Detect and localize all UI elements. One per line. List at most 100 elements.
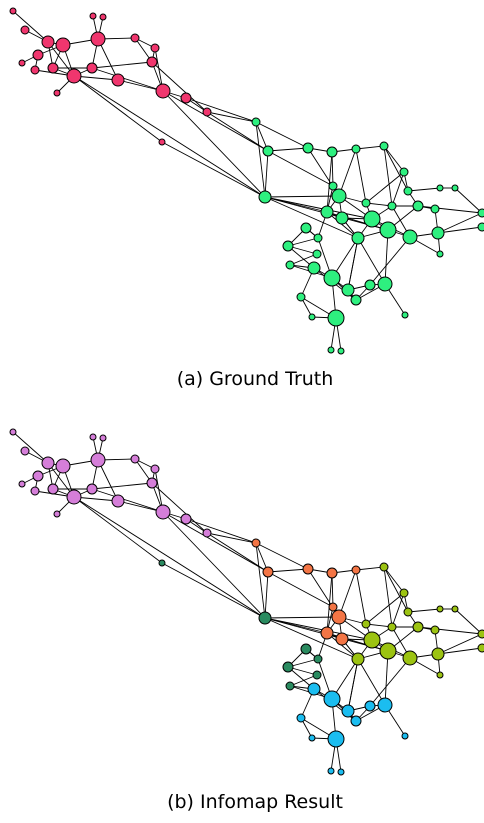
network-node-teal [158, 559, 166, 567]
network-edge [407, 608, 441, 613]
network-edge [185, 97, 257, 123]
network-node-cyan [377, 697, 393, 713]
network-edge [73, 75, 266, 198]
network-edge [97, 459, 119, 502]
network-node-violet [9, 428, 17, 436]
network-node-green [431, 226, 445, 240]
network-node-green [379, 141, 389, 151]
network-edge [162, 90, 269, 152]
network-node-teal [313, 654, 323, 664]
network-node-green [477, 222, 484, 232]
network-edge [383, 145, 393, 207]
network-node-green [350, 294, 362, 306]
network-node-violet [90, 452, 106, 468]
network-node-violet [55, 458, 71, 474]
network-node-green [282, 240, 294, 252]
network-edge [383, 566, 405, 594]
network-node-olive [431, 647, 445, 661]
network-node-green [436, 184, 444, 192]
network-node-orange [262, 566, 274, 578]
network-edge [264, 195, 340, 198]
network-node-cyan [307, 682, 321, 696]
network-node-olive [379, 642, 397, 660]
network-edge [267, 568, 309, 573]
network-node-green [451, 184, 459, 192]
network-node-violet [89, 433, 97, 441]
network-edge [255, 542, 309, 570]
network-node-pink [18, 59, 26, 67]
network-node-green [412, 200, 424, 212]
network-edge [264, 617, 359, 660]
panel-a-nodes [9, 7, 484, 355]
network-edge [264, 617, 373, 641]
network-edge [437, 647, 483, 655]
panel-b-edges [12, 431, 483, 773]
network-edge [338, 569, 357, 618]
network-edge [357, 658, 386, 706]
network-node-cyan [341, 704, 355, 718]
network-node-olive [477, 643, 484, 653]
network-node-pink [99, 13, 107, 21]
network-edge [357, 237, 386, 285]
network-edge [255, 121, 309, 149]
network-node-orange [251, 538, 261, 548]
network-node-orange [326, 567, 338, 579]
network-edge [384, 650, 389, 706]
network-node-violet [32, 470, 44, 482]
network-node-pink [158, 138, 166, 146]
network-edge [267, 571, 334, 608]
network-node-teal [312, 670, 322, 680]
network-node-green [399, 167, 409, 177]
network-edge [91, 482, 153, 490]
network-edge [206, 111, 269, 152]
network-node-green [296, 292, 306, 302]
network-node-pink [155, 83, 171, 99]
network-node-pink [20, 25, 30, 35]
network-edge [454, 187, 483, 214]
network-node-pink [9, 7, 17, 15]
network-node-pink [66, 68, 82, 84]
network-node-pink [150, 43, 160, 53]
network-edge [12, 10, 49, 43]
network-node-pink [202, 107, 212, 117]
network-node-violet [20, 446, 30, 456]
network-edge [365, 171, 405, 204]
network-node-violet [150, 464, 160, 474]
network-edge [206, 532, 257, 544]
network-node-green [312, 249, 322, 259]
network-node-orange [351, 565, 361, 575]
network-node-green [331, 188, 347, 204]
network-node-violet [111, 494, 125, 508]
network-edge [326, 632, 359, 660]
network-node-green [262, 145, 274, 157]
network-edge [151, 61, 208, 113]
network-node-pink [53, 89, 61, 97]
network-node-green [477, 208, 484, 218]
network-node-cyan [308, 734, 316, 742]
network-node-pink [89, 12, 97, 20]
network-node-green [302, 142, 314, 154]
network-edge [331, 572, 334, 608]
network-node-orange [331, 609, 347, 625]
network-node-olive [399, 588, 409, 598]
network-node-pink [86, 62, 98, 74]
network-node-violet [53, 510, 61, 518]
panel-b-nodes [9, 428, 484, 776]
network-node-pink [146, 56, 158, 68]
network-edge [355, 148, 367, 204]
network-node-violet [18, 480, 26, 488]
network-node-olive [436, 671, 444, 679]
network-node-green [403, 186, 413, 196]
network-node-teal [300, 643, 312, 655]
network-node-green [351, 231, 365, 245]
network-edge [91, 67, 164, 92]
network-node-green [351, 144, 361, 154]
network-edge [151, 482, 208, 534]
network-node-violet [41, 456, 55, 470]
network-edge [347, 237, 359, 291]
network-edge [383, 145, 405, 173]
network-edge [73, 75, 163, 143]
network-edge [91, 61, 153, 69]
network-node-pink [180, 92, 192, 104]
network-node-cyan [401, 732, 409, 740]
